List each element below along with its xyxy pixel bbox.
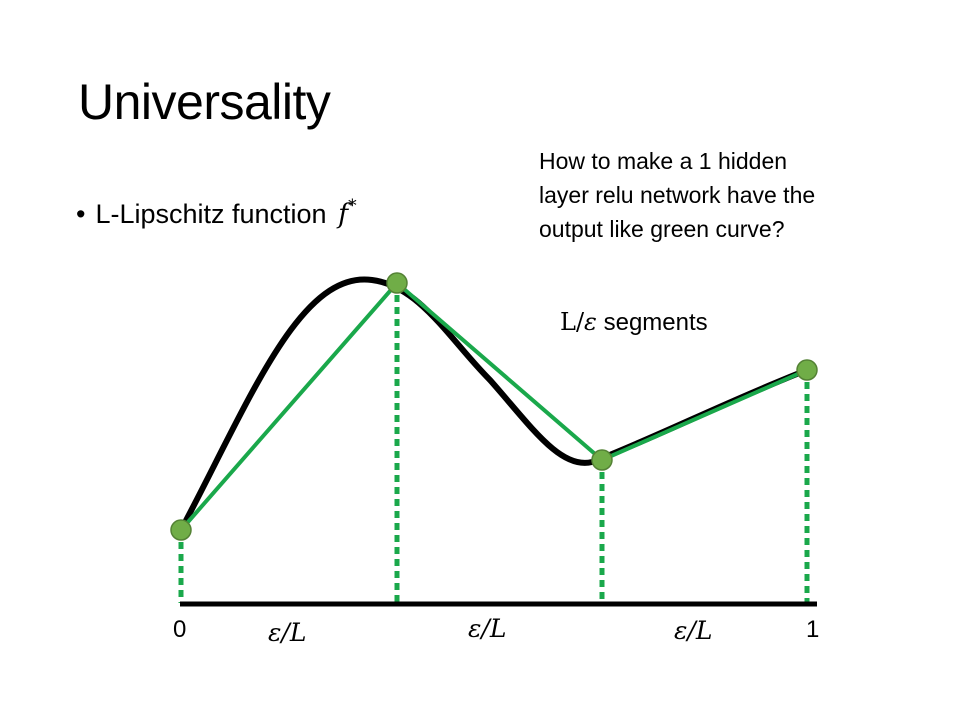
segments-text: segments bbox=[596, 309, 708, 336]
approx-curve bbox=[179, 281, 808, 532]
bullet-lipschitz: • L-Lipschitz function f* bbox=[76, 196, 357, 231]
axis-start-label: 0 bbox=[173, 616, 187, 643]
knot-2 bbox=[591, 449, 613, 471]
segments-label: L/ε segments bbox=[560, 308, 708, 337]
vertical-guides bbox=[178, 283, 810, 603]
note-line-1: How to make a 1 hidden bbox=[539, 148, 788, 174]
note-line-3: output like green curve? bbox=[539, 216, 785, 242]
segments-math-prefix: L/ bbox=[560, 308, 585, 336]
knot-points bbox=[170, 272, 818, 541]
question-note: How to make a 1 hidden layer relu networ… bbox=[539, 144, 919, 246]
slide-title: Universality bbox=[78, 74, 331, 130]
function-letter: f bbox=[338, 199, 349, 230]
knot-3 bbox=[796, 359, 818, 381]
interval-label-3: ε/L bbox=[674, 616, 713, 645]
bullet-text: L-Lipschitz function bbox=[95, 199, 327, 229]
axis-end-label: 1 bbox=[806, 616, 820, 643]
function-symbol: f* bbox=[338, 196, 357, 230]
interval-label-2: ε/L bbox=[468, 614, 507, 643]
segments-math-symbol: ε bbox=[584, 308, 597, 336]
target-curve bbox=[178, 276, 810, 533]
note-line-2: layer relu network have the bbox=[539, 182, 816, 208]
function-superscript: * bbox=[348, 196, 357, 216]
interval-label-1: ε/L bbox=[268, 618, 307, 647]
knot-1 bbox=[386, 272, 408, 294]
segments-math: L/ε bbox=[560, 308, 597, 336]
bullet-marker: • bbox=[76, 199, 86, 229]
knot-0 bbox=[170, 519, 192, 541]
